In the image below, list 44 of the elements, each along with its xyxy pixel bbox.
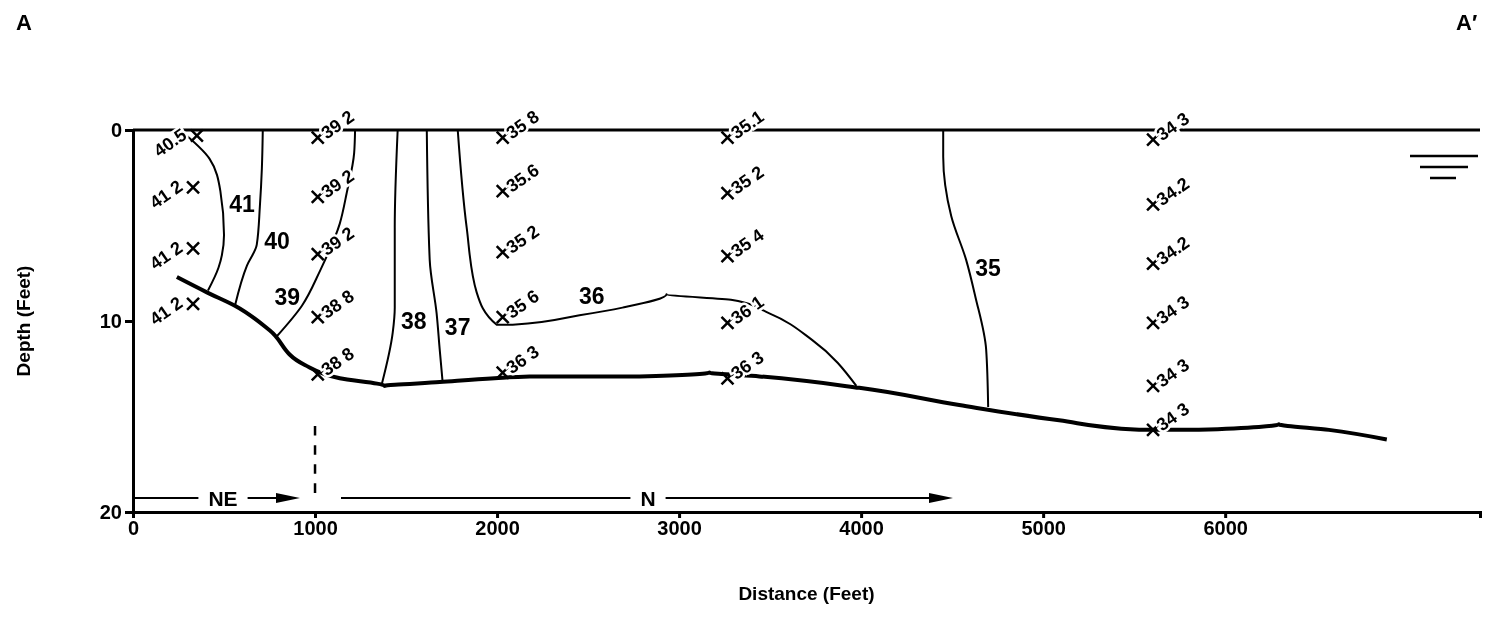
series-label: 37 [444, 313, 471, 340]
series-label: 41 [229, 191, 256, 218]
series-label: 36 [578, 283, 605, 310]
annotation: 39 2 [317, 222, 358, 260]
annotation: NE [208, 487, 238, 510]
x-tick-label: 3000 [657, 517, 702, 540]
annotation: 35.6 [502, 159, 543, 197]
annotation: 41 2 [146, 292, 187, 330]
annotation: 35 4 [727, 224, 768, 262]
x-tick-label: 1000 [293, 517, 338, 540]
x-tick-label: 6000 [1203, 517, 1248, 540]
annotation: 35 2 [502, 221, 543, 258]
annotation: 34.2 [1152, 232, 1194, 269]
annotation: N [640, 487, 656, 510]
annotation: 34.2 [1152, 173, 1194, 210]
text: A′ [1456, 10, 1478, 35]
annotation: 41 2 [146, 237, 187, 274]
annotation: 40.5 [150, 124, 191, 162]
annotation: 36 1 [727, 291, 768, 329]
x-tick-label: 5000 [1021, 517, 1066, 540]
annotation: 36 3 [727, 347, 768, 384]
annotation: 35 2 [727, 161, 768, 199]
x-tick-label: 2000 [475, 517, 520, 540]
y-tick-label: 20 [99, 500, 122, 523]
x-tick-label: 0 [127, 517, 140, 540]
annotation: 34 3 [1152, 354, 1194, 392]
y-tick-label: 10 [99, 309, 122, 332]
annotation: 38 8 [317, 285, 358, 323]
series-label: 39 [274, 284, 301, 311]
annotation: 34 3 [1152, 398, 1194, 436]
annotation: 35 6 [502, 285, 543, 323]
series-label: 35 [975, 254, 1002, 281]
text: A [16, 10, 32, 35]
annotation: 41 2 [146, 176, 187, 213]
annotation: 38 8 [317, 343, 358, 380]
series-label: 38 [401, 308, 427, 335]
annotation: 34 3 [1152, 291, 1194, 329]
series-label: 40 [264, 228, 290, 255]
annotation: 39 2 [317, 106, 358, 143]
x-tick-label: 4000 [839, 517, 884, 540]
annotation: 36 3 [502, 341, 543, 378]
x-axis-title: Distance (Feet) [738, 583, 875, 604]
y-axis-title: Depth (Feet) [13, 265, 34, 377]
y-tick-label: 0 [110, 118, 122, 141]
